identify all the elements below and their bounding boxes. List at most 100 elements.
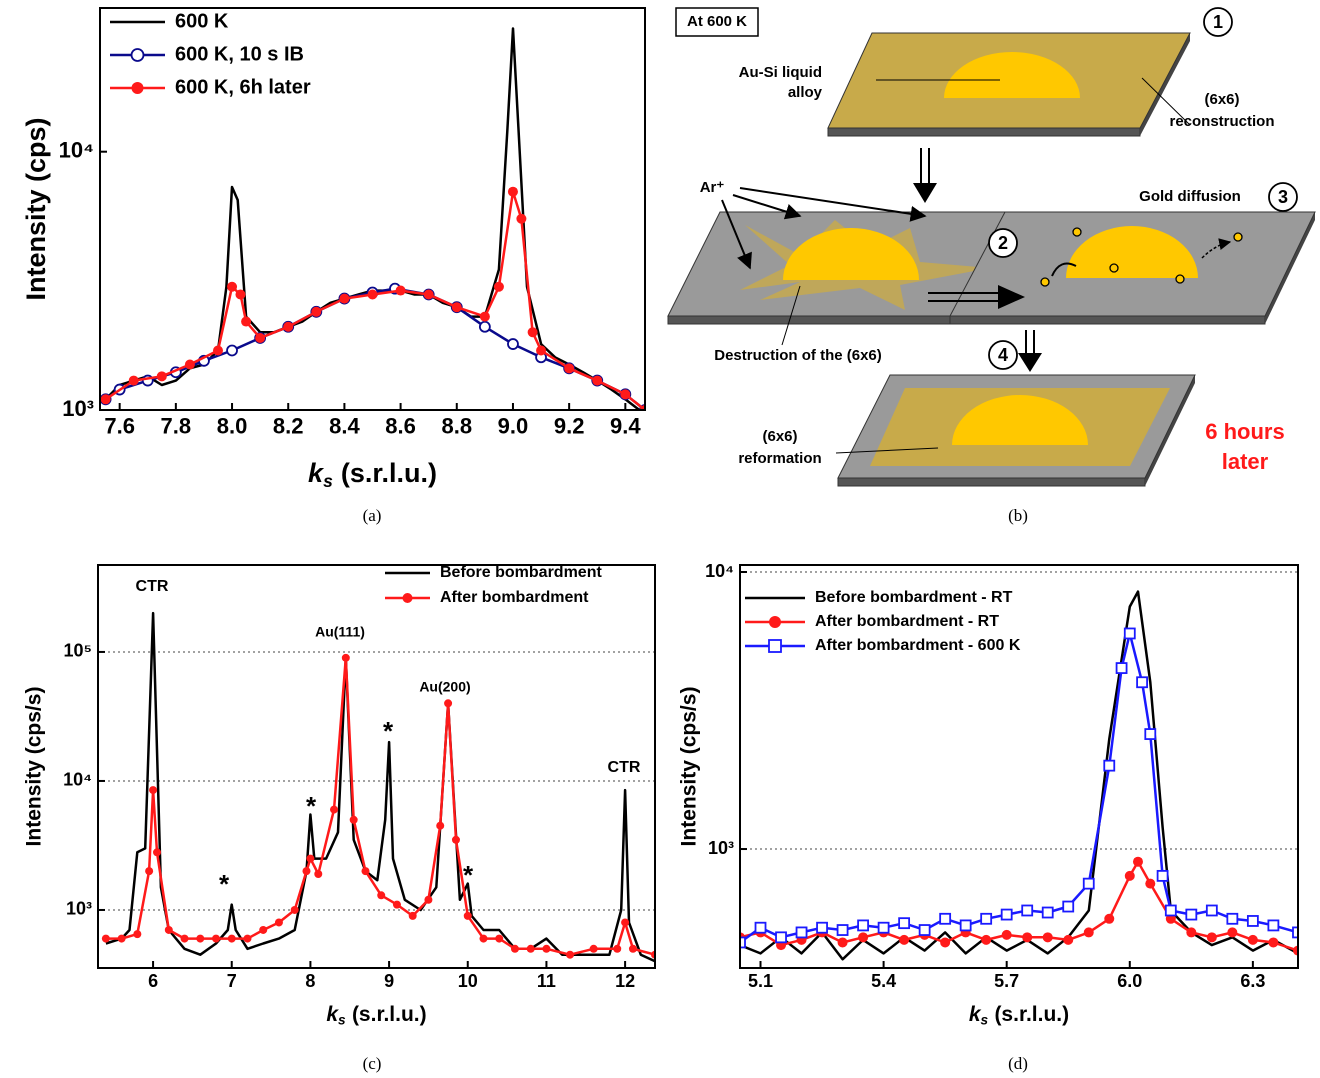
marker [131, 82, 144, 94]
x-label-symbol: k [326, 1003, 339, 1026]
marker [564, 363, 575, 374]
x-label-symbol: k [969, 1003, 982, 1026]
marker [314, 870, 323, 879]
label: 6 hours [1205, 419, 1284, 444]
annotation: * [219, 869, 230, 899]
marker [423, 289, 434, 300]
marker [980, 912, 993, 925]
marker [283, 321, 294, 332]
marker [1123, 627, 1136, 640]
marker [227, 934, 236, 943]
marker [1145, 878, 1156, 889]
x-tick-label: 7 [227, 971, 237, 991]
annotation: Au(200) [419, 679, 470, 695]
x-label-unit: (s.r.l.u.) [994, 1003, 1069, 1026]
marker [1103, 759, 1116, 772]
marker [1124, 870, 1135, 881]
marker [479, 311, 490, 322]
marker [133, 930, 142, 939]
leader [781, 285, 801, 346]
marker [526, 944, 535, 953]
legend-label: 600 K [175, 10, 229, 32]
marker [495, 934, 504, 943]
step-number: 1 [1213, 12, 1223, 32]
marker [1104, 913, 1115, 924]
x-tick-label: 8.2 [273, 413, 304, 438]
marker [536, 345, 547, 356]
marker [274, 918, 283, 927]
condition-box [675, 7, 759, 37]
marker [196, 934, 205, 943]
marker [566, 950, 575, 959]
marker [1227, 927, 1238, 938]
x-axis-label: ks (s.r.l.u.) [969, 1003, 1069, 1027]
marker [1206, 932, 1217, 943]
plate-edge [1140, 33, 1190, 136]
marker [1001, 929, 1012, 940]
x-label-subscript: s [981, 1012, 989, 1027]
droplet [1066, 226, 1198, 278]
marker [940, 937, 951, 948]
gold-atom [1175, 274, 1185, 284]
label: Ar⁺ [700, 179, 725, 196]
marker [959, 919, 972, 932]
marker [100, 394, 111, 405]
marker [507, 186, 518, 197]
marker [444, 699, 453, 708]
x-tick-label: 5.1 [748, 971, 773, 991]
marker [227, 281, 238, 292]
marker [255, 332, 266, 343]
ion-arrow [721, 199, 752, 270]
legend-label: After bombardment - 600 K [815, 637, 1021, 654]
marker [1293, 945, 1298, 956]
marker [212, 345, 223, 356]
marker [395, 285, 406, 296]
marker [149, 786, 158, 795]
plot-frame [99, 7, 646, 411]
marker [628, 944, 637, 953]
arrow-head [998, 285, 1025, 309]
marker [361, 867, 370, 876]
marker [507, 338, 519, 350]
data-line [104, 190, 645, 410]
marker [816, 921, 828, 934]
marker [1000, 908, 1013, 921]
marker [101, 934, 110, 943]
legend-label: Before bombardment - RT [815, 589, 1013, 606]
x-tick-label: 9 [384, 971, 394, 991]
marker [1246, 915, 1259, 927]
marker [424, 895, 433, 904]
caption: (b) [1008, 506, 1028, 525]
x-tick-label: 6 [148, 971, 158, 991]
marker [479, 934, 488, 943]
x-tick-label: 12 [615, 971, 635, 991]
x-label-unit: (s.r.l.u.) [352, 1003, 427, 1026]
marker [306, 854, 315, 863]
label: alloy [788, 84, 823, 101]
marker [527, 327, 538, 338]
ion-arrow [739, 187, 927, 222]
marker [339, 293, 350, 304]
marker [1164, 904, 1177, 917]
marker [243, 934, 252, 943]
marker [1022, 932, 1033, 943]
marker [592, 375, 603, 386]
data-line [105, 611, 655, 963]
marker [451, 835, 460, 844]
marker [349, 815, 358, 824]
annotation: CTR [136, 578, 169, 595]
plate-edge [1265, 212, 1315, 324]
x-tick-label: 8 [305, 971, 315, 991]
leader [835, 447, 939, 454]
plate-edge [1145, 375, 1195, 486]
marker [1205, 904, 1218, 917]
marker [156, 371, 167, 382]
marker [302, 867, 311, 876]
caption: (d) [1008, 1054, 1028, 1073]
marker [259, 925, 268, 934]
y-tick-label: 10³ [66, 899, 92, 919]
marker [769, 616, 781, 628]
marker [981, 934, 992, 945]
x-tick-label: 10 [458, 971, 478, 991]
